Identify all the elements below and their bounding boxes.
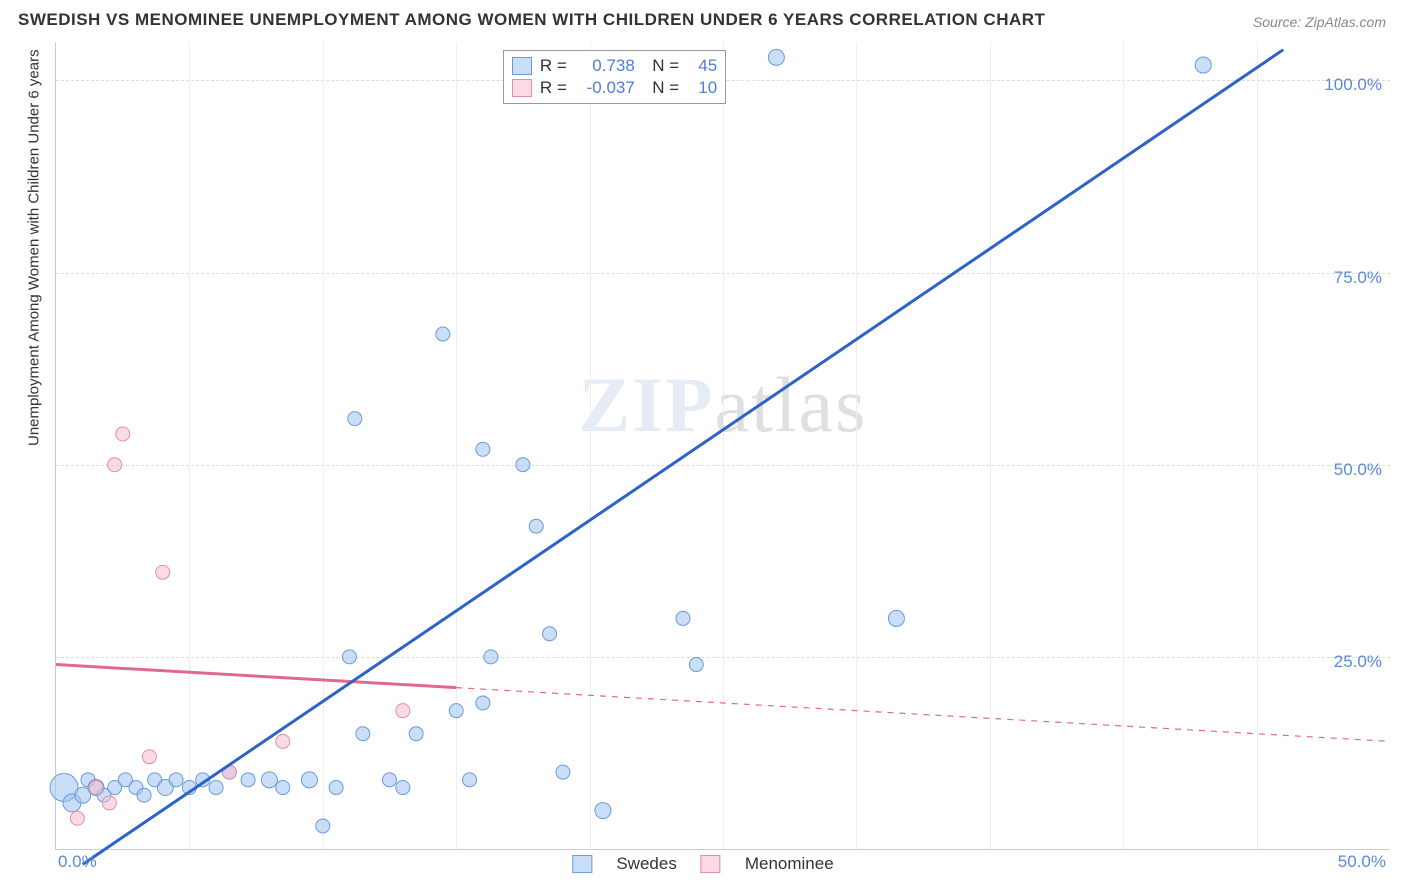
point-swedes [396,781,410,795]
chart-title: SWEDISH VS MENOMINEE UNEMPLOYMENT AMONG … [18,10,1045,30]
point-swedes [169,773,183,787]
point-swedes [543,627,557,641]
point-swedes [449,704,463,718]
point-swedes [261,772,277,788]
point-swedes [888,610,904,626]
corr-r-value: 0.738 [575,55,635,77]
xtick-label: 0.0% [58,852,97,872]
point-menominee [276,734,290,748]
point-swedes [316,819,330,833]
point-swedes [484,650,498,664]
point-menominee [89,781,103,795]
chart-svg [56,42,1390,849]
menominee-swatch [701,855,721,873]
point-swedes [463,773,477,787]
corr-row: R = 0.738 N = 45 [512,55,717,77]
point-swedes [476,696,490,710]
corr-r-label: R = [540,55,567,77]
point-swedes [1195,57,1211,73]
point-swedes [436,327,450,341]
corr-r-value: -0.037 [575,77,635,99]
legend-label-swedes: Swedes [616,854,676,874]
trend-line [56,665,456,688]
point-swedes [356,727,370,741]
point-menominee [156,565,170,579]
point-swedes [516,458,530,472]
point-swedes [348,412,362,426]
xtick-label: 50.0% [1338,852,1386,872]
point-menominee [142,750,156,764]
swedes-swatch [572,855,592,873]
scatter-chart: ZIPatlas 25.0%50.0%75.0%100.0% R = 0.738… [55,42,1390,850]
corr-n-label: N = [643,77,679,99]
point-swedes [329,781,343,795]
correlation-box: R = 0.738 N = 45 R = -0.037 N = 10 [503,50,726,104]
point-swedes [241,773,255,787]
point-swedes [209,781,223,795]
corr-swatch [512,79,532,97]
corr-swatch [512,57,532,75]
point-swedes [301,772,317,788]
legend: Swedes Menominee [572,854,833,874]
point-swedes [276,781,290,795]
point-menominee [108,458,122,472]
point-swedes [529,519,543,533]
point-swedes [676,611,690,625]
point-swedes [689,658,703,672]
corr-r-label: R = [540,77,567,99]
corr-row: R = -0.037 N = 10 [512,77,717,99]
point-swedes [595,803,611,819]
trend-line [83,50,1284,865]
point-swedes [342,650,356,664]
point-menominee [70,811,84,825]
point-swedes [768,49,784,65]
point-menominee [116,427,130,441]
source-label: Source: ZipAtlas.com [1253,14,1386,30]
corr-n-value: 10 [687,77,717,99]
corr-n-label: N = [643,55,679,77]
point-swedes [383,773,397,787]
y-axis-label: Unemployment Among Women with Children U… [26,49,43,446]
point-swedes [409,727,423,741]
point-swedes [556,765,570,779]
point-menominee [102,796,116,810]
legend-label-menominee: Menominee [745,854,834,874]
corr-n-value: 45 [687,55,717,77]
point-swedes [476,442,490,456]
point-menominee [396,704,410,718]
trend-line [456,688,1390,742]
point-swedes [137,788,151,802]
